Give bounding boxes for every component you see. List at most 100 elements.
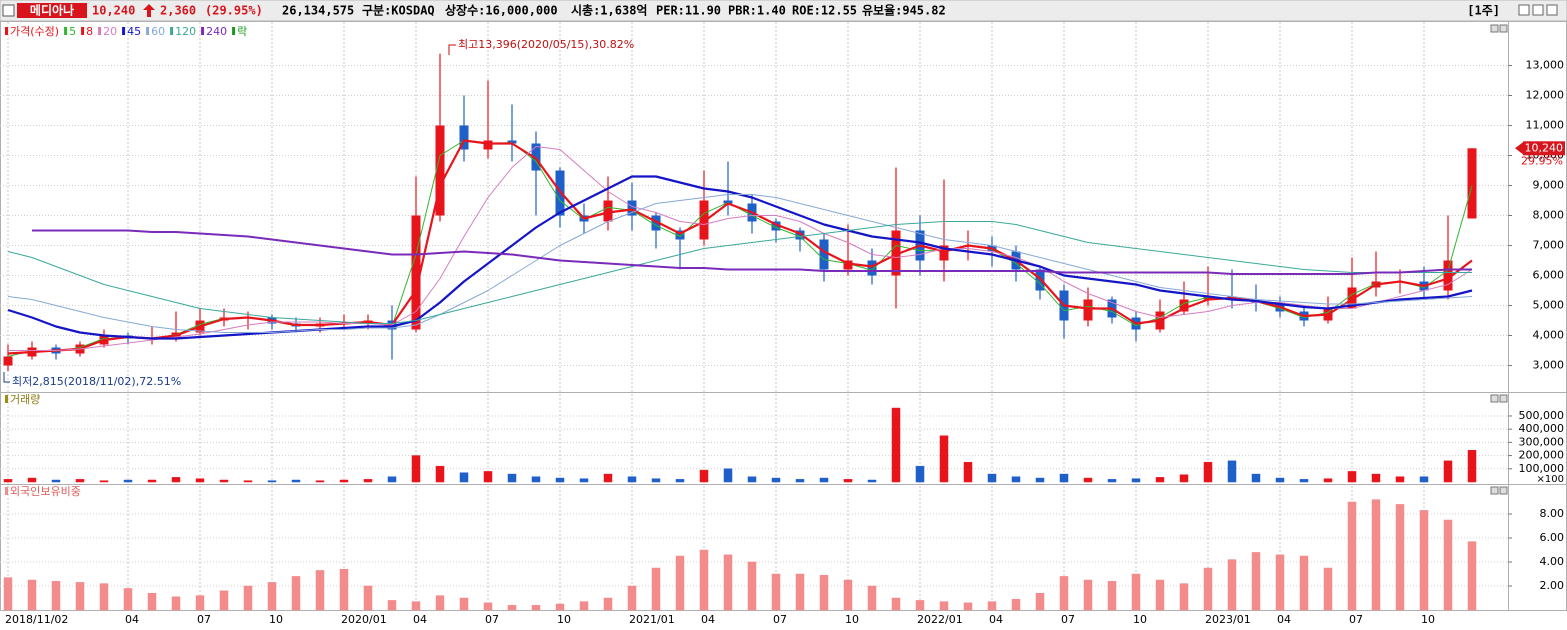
minimize-button[interactable] (1518, 4, 1530, 16)
bar (987, 473, 997, 483)
bar (147, 592, 157, 611)
x-tick-label: 2023/01 (1205, 613, 1251, 626)
bar (459, 597, 469, 611)
candle-body (675, 230, 685, 240)
bar (1107, 479, 1117, 483)
bar (387, 476, 397, 483)
bar (3, 479, 13, 483)
bar (27, 477, 37, 483)
candle-body (531, 143, 541, 171)
bar (1227, 559, 1237, 611)
legend-swatch (146, 27, 150, 35)
bar (1251, 552, 1261, 611)
bar (603, 473, 613, 483)
panel-title: 외국인보유비중 (10, 485, 81, 498)
candle-body (699, 200, 709, 240)
candle-body (1443, 260, 1453, 291)
candle-body (771, 221, 781, 231)
candle-body (1203, 296, 1213, 300)
bar (1323, 567, 1333, 611)
bar (435, 595, 445, 611)
panel-icon[interactable] (1499, 394, 1508, 403)
panel-title: 거래량 (10, 393, 40, 406)
y-tick-label: 300,000 (1519, 435, 1565, 448)
bar (1347, 471, 1357, 483)
bar (987, 601, 997, 611)
bar (3, 577, 13, 611)
legend-swatch (122, 27, 126, 35)
legend-label: 240 (206, 25, 227, 38)
x-tick-label: 2021/01 (629, 613, 675, 626)
ma-line (7, 194, 1473, 333)
legend-swatch (201, 27, 205, 35)
y-tick-label: 13,000 (1526, 59, 1565, 72)
bar (651, 478, 661, 483)
panel-icon[interactable] (1490, 24, 1499, 33)
y-tick-label: 100,000 (1519, 462, 1565, 475)
bar (747, 561, 757, 611)
bar (747, 476, 757, 483)
x-tick-label: 04 (989, 613, 1003, 626)
candle-body (1083, 299, 1093, 321)
bar (795, 479, 805, 483)
bar (1059, 576, 1069, 611)
bar (1323, 478, 1333, 483)
candle-body (627, 200, 637, 216)
volume-panel (0, 392, 1567, 485)
x-tick-label: 2020/01 (341, 613, 387, 626)
bar (411, 455, 421, 483)
bar (915, 600, 925, 611)
bar (723, 554, 733, 611)
volume: 26,134,575 (282, 4, 354, 18)
bar (1371, 473, 1381, 483)
y-tick-label: 400,000 (1519, 422, 1565, 435)
bar (171, 596, 181, 611)
bar (27, 579, 37, 611)
bar (99, 480, 109, 483)
bar (555, 603, 565, 611)
legend-swatch (64, 27, 68, 35)
bar (435, 465, 445, 483)
bar (1155, 477, 1165, 483)
header: 메디아나 10,240 2,360 (29.95%) 26,134,575 [1… (0, 0, 1567, 22)
candle-body (867, 260, 877, 276)
bar (387, 600, 397, 611)
bar (1107, 580, 1117, 611)
panel-icon[interactable] (1499, 486, 1508, 495)
legend-swatch (81, 27, 85, 35)
panel-icon[interactable] (1490, 394, 1499, 403)
y-tick-label: 3,000 (1533, 359, 1565, 372)
x-tick-label: 07 (1061, 613, 1075, 626)
bar (459, 472, 469, 483)
bar (819, 477, 829, 483)
bar (1299, 479, 1309, 483)
last-price-arrow (1515, 142, 1523, 155)
period[interactable]: [1주] (1467, 4, 1500, 18)
name-box[interactable] (17, 3, 87, 18)
bar (219, 590, 229, 611)
up-arrow (143, 4, 155, 17)
panel-icon[interactable] (1499, 24, 1508, 33)
bar (99, 583, 109, 611)
bar (1227, 460, 1237, 483)
bar (723, 468, 733, 483)
bar (243, 480, 253, 483)
bar (219, 479, 229, 483)
legend-label: 45 (127, 25, 141, 38)
bar (963, 602, 973, 611)
bar (1059, 473, 1069, 483)
low-label: 최저2,815(2018/11/02),72.51% (12, 375, 181, 388)
close-button[interactable] (1546, 4, 1558, 16)
x-tick-label: 10 (845, 613, 859, 626)
header-field: 구분:KOSDAQ (362, 4, 435, 18)
y-tick-label: 7,000 (1533, 239, 1565, 252)
y-tick-label: 12,000 (1526, 89, 1565, 102)
x-tick-label: 07 (485, 613, 499, 626)
maximize-button[interactable] (1532, 4, 1544, 16)
bar (1467, 450, 1477, 483)
candle-body (483, 140, 493, 150)
bar (1467, 541, 1477, 611)
checkbox[interactable] (2, 4, 15, 17)
panel-icon[interactable] (1490, 486, 1499, 495)
